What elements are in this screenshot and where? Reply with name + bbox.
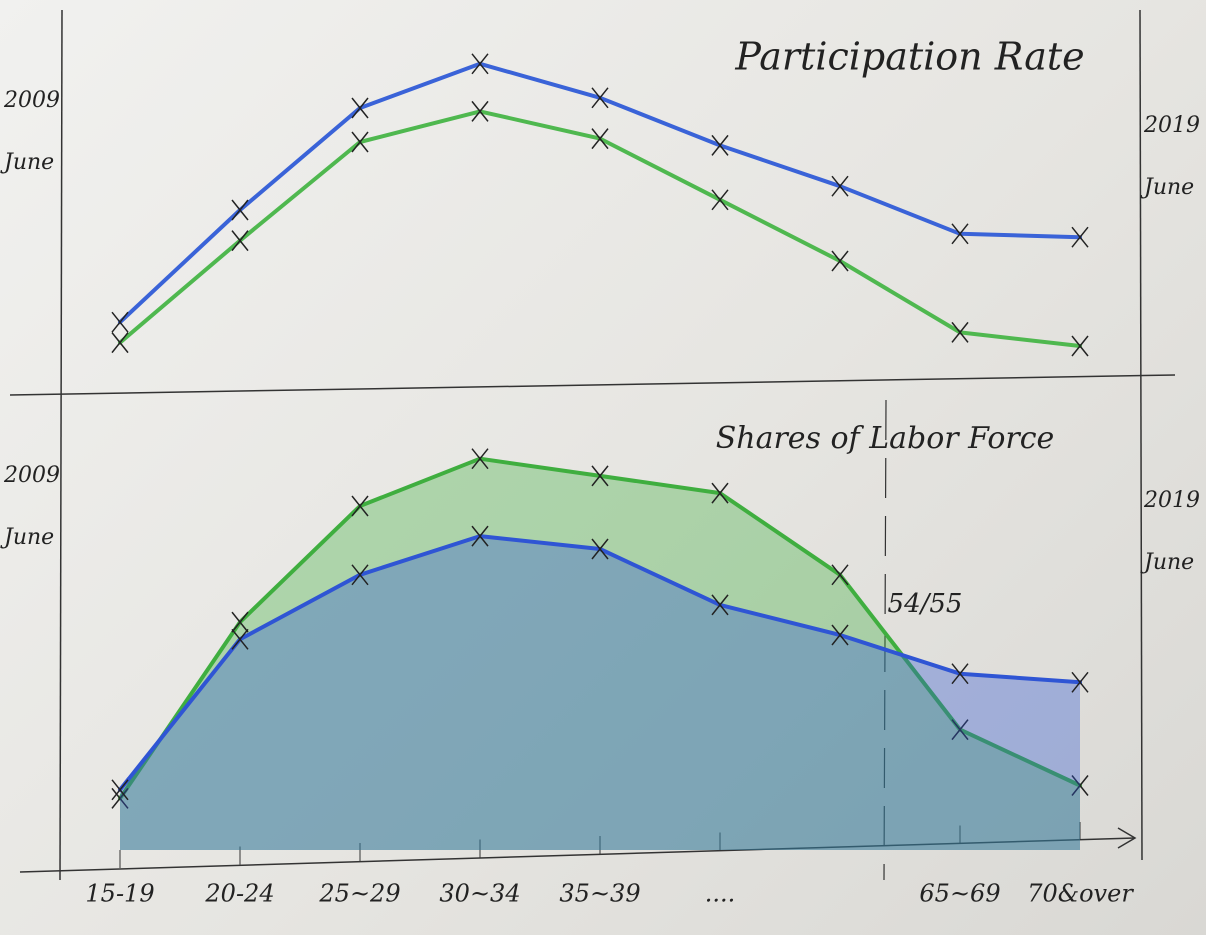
x-marker-stroke xyxy=(831,624,849,646)
x-marker xyxy=(471,525,489,547)
x-marker xyxy=(471,448,489,470)
x-marker-stroke xyxy=(111,311,129,333)
x-marker-stroke xyxy=(111,332,129,354)
x-marker-stroke xyxy=(711,482,729,504)
x-marker xyxy=(951,719,969,741)
series-line xyxy=(118,109,1082,348)
x-marker-stroke xyxy=(1071,226,1089,248)
area-fill xyxy=(120,536,1080,850)
x-marker xyxy=(351,131,369,153)
x-marker xyxy=(471,53,489,75)
x-marker-stroke xyxy=(231,611,249,633)
x-marker-stroke xyxy=(951,719,969,741)
x-marker-stroke xyxy=(831,250,849,272)
x-marker xyxy=(1071,335,1089,357)
x-marker-stroke xyxy=(951,223,969,245)
right-axis xyxy=(1139,9,1143,861)
x-marker xyxy=(231,199,249,221)
left-label: 2009 June xyxy=(4,88,60,175)
x-tick-label: 20-24 xyxy=(204,880,274,908)
x-marker xyxy=(951,663,969,685)
x-marker-stroke xyxy=(591,128,609,150)
x-marker xyxy=(591,87,609,109)
x-marker-stroke xyxy=(231,199,249,221)
x-marker-stroke xyxy=(231,230,249,252)
x-marker-stroke xyxy=(831,564,849,586)
x-marker xyxy=(111,787,129,809)
cross-annotation: 54/55 xyxy=(888,589,963,619)
x-marker xyxy=(951,321,969,343)
bottom-title: Shares of Labor Force xyxy=(716,421,1055,456)
x-tick-label: .... xyxy=(705,880,736,908)
x-axis xyxy=(19,837,1136,873)
axis-arrow xyxy=(1117,827,1137,849)
x-marker-stroke xyxy=(351,564,369,586)
x-marker-stroke xyxy=(831,175,849,197)
x-marker-stroke xyxy=(1071,335,1089,357)
x-marker-stroke xyxy=(351,495,369,517)
x-tick-label: 65~69 xyxy=(919,880,1000,908)
x-tick-label: 70&over xyxy=(1027,880,1134,908)
left-axis xyxy=(59,9,63,881)
x-marker xyxy=(1071,671,1089,693)
x-marker xyxy=(1071,775,1089,796)
x-marker xyxy=(111,311,129,333)
x-marker-stroke xyxy=(471,448,489,470)
x-marker xyxy=(951,223,969,245)
x-marker xyxy=(111,332,129,354)
x-marker xyxy=(351,97,369,119)
x-tick-label: 15-19 xyxy=(85,880,154,908)
divider xyxy=(9,374,1176,396)
x-marker xyxy=(711,189,729,211)
x-tick-label: 25~29 xyxy=(318,880,400,908)
right-label: 2019 June xyxy=(1144,488,1200,575)
area-fill xyxy=(120,458,1080,850)
x-marker xyxy=(1071,226,1089,248)
x-marker-stroke xyxy=(591,465,609,487)
cross-line xyxy=(883,399,887,881)
x-marker-stroke xyxy=(471,53,489,75)
x-marker-stroke xyxy=(711,134,729,156)
x-marker xyxy=(831,250,849,272)
x-marker-stroke xyxy=(471,100,489,122)
x-marker-stroke xyxy=(591,538,609,560)
series-line xyxy=(118,61,1082,325)
x-marker-stroke xyxy=(351,97,369,119)
x-marker xyxy=(591,538,609,560)
x-tick-label: 30~34 xyxy=(439,880,520,908)
x-marker xyxy=(831,175,849,197)
x-marker-stroke xyxy=(1071,671,1089,693)
x-marker xyxy=(231,611,249,633)
left-label: 2009 June xyxy=(4,463,60,550)
x-marker-stroke xyxy=(591,87,609,109)
x-tick-label: 35~39 xyxy=(559,880,640,908)
x-marker-stroke xyxy=(1071,775,1089,796)
x-marker xyxy=(471,100,489,122)
x-marker-stroke xyxy=(711,594,729,616)
x-marker xyxy=(231,230,249,252)
x-marker xyxy=(111,779,129,801)
x-marker xyxy=(831,564,849,586)
x-marker-stroke xyxy=(951,663,969,685)
top-title: Participation Rate xyxy=(734,35,1084,79)
x-marker-stroke xyxy=(471,525,489,547)
x-marker xyxy=(711,482,729,504)
x-marker xyxy=(711,594,729,616)
x-marker-stroke xyxy=(951,321,969,343)
x-marker xyxy=(831,624,849,646)
x-marker xyxy=(591,128,609,150)
x-marker xyxy=(711,134,729,156)
x-marker-stroke xyxy=(231,628,249,650)
x-marker-stroke xyxy=(111,779,129,801)
x-marker-stroke xyxy=(351,131,369,153)
x-marker xyxy=(231,628,249,650)
right-label: 2019 June xyxy=(1144,113,1200,200)
x-marker-stroke xyxy=(111,787,129,809)
x-marker xyxy=(591,465,609,487)
x-marker xyxy=(351,564,369,586)
x-marker-stroke xyxy=(711,189,729,211)
x-marker xyxy=(351,495,369,517)
